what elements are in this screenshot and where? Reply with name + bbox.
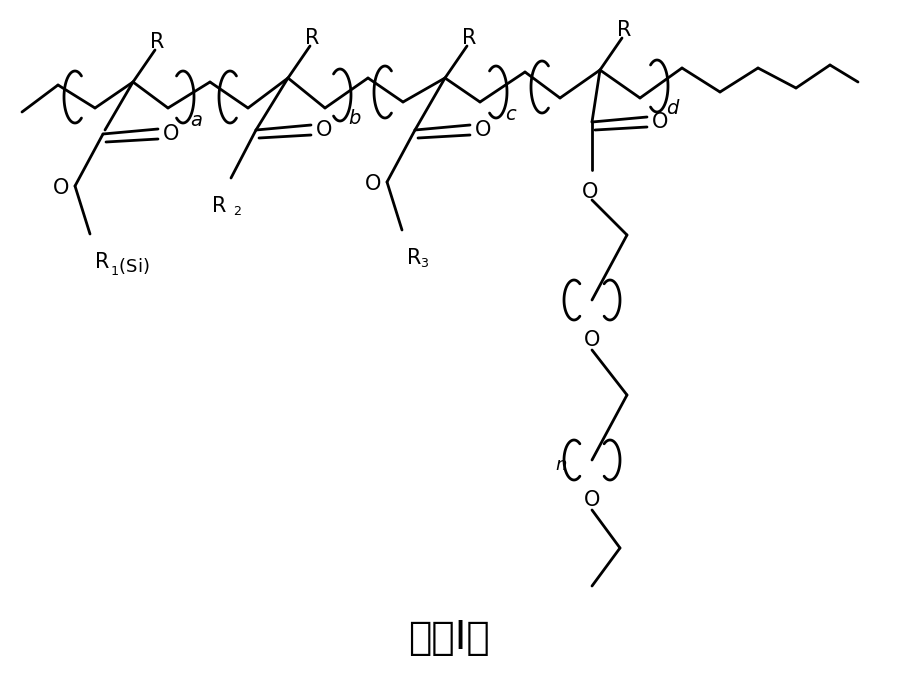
Text: R: R — [95, 252, 110, 272]
Text: n: n — [556, 456, 567, 474]
Text: O: O — [583, 490, 601, 510]
Text: O: O — [583, 330, 601, 350]
Text: d: d — [666, 98, 678, 118]
Text: R: R — [211, 196, 226, 216]
Text: $_{3}$: $_{3}$ — [420, 252, 429, 270]
Text: R: R — [462, 28, 476, 48]
Text: R: R — [617, 20, 631, 40]
Text: O: O — [365, 174, 381, 194]
Text: R: R — [407, 248, 422, 268]
Text: 式（I）: 式（I） — [408, 619, 490, 657]
Text: O: O — [53, 178, 69, 198]
Text: R: R — [305, 28, 319, 48]
Text: O: O — [316, 120, 333, 140]
Text: R: R — [150, 32, 165, 52]
Text: c: c — [504, 105, 515, 124]
Text: O: O — [582, 182, 598, 202]
Text: O: O — [652, 112, 668, 132]
Text: $_{1}$(Si): $_{1}$(Si) — [110, 256, 149, 277]
Text: a: a — [190, 111, 202, 129]
Text: $_{2}$: $_{2}$ — [233, 200, 242, 218]
Text: O: O — [475, 120, 491, 140]
Text: b: b — [348, 109, 360, 127]
Text: O: O — [163, 124, 179, 144]
